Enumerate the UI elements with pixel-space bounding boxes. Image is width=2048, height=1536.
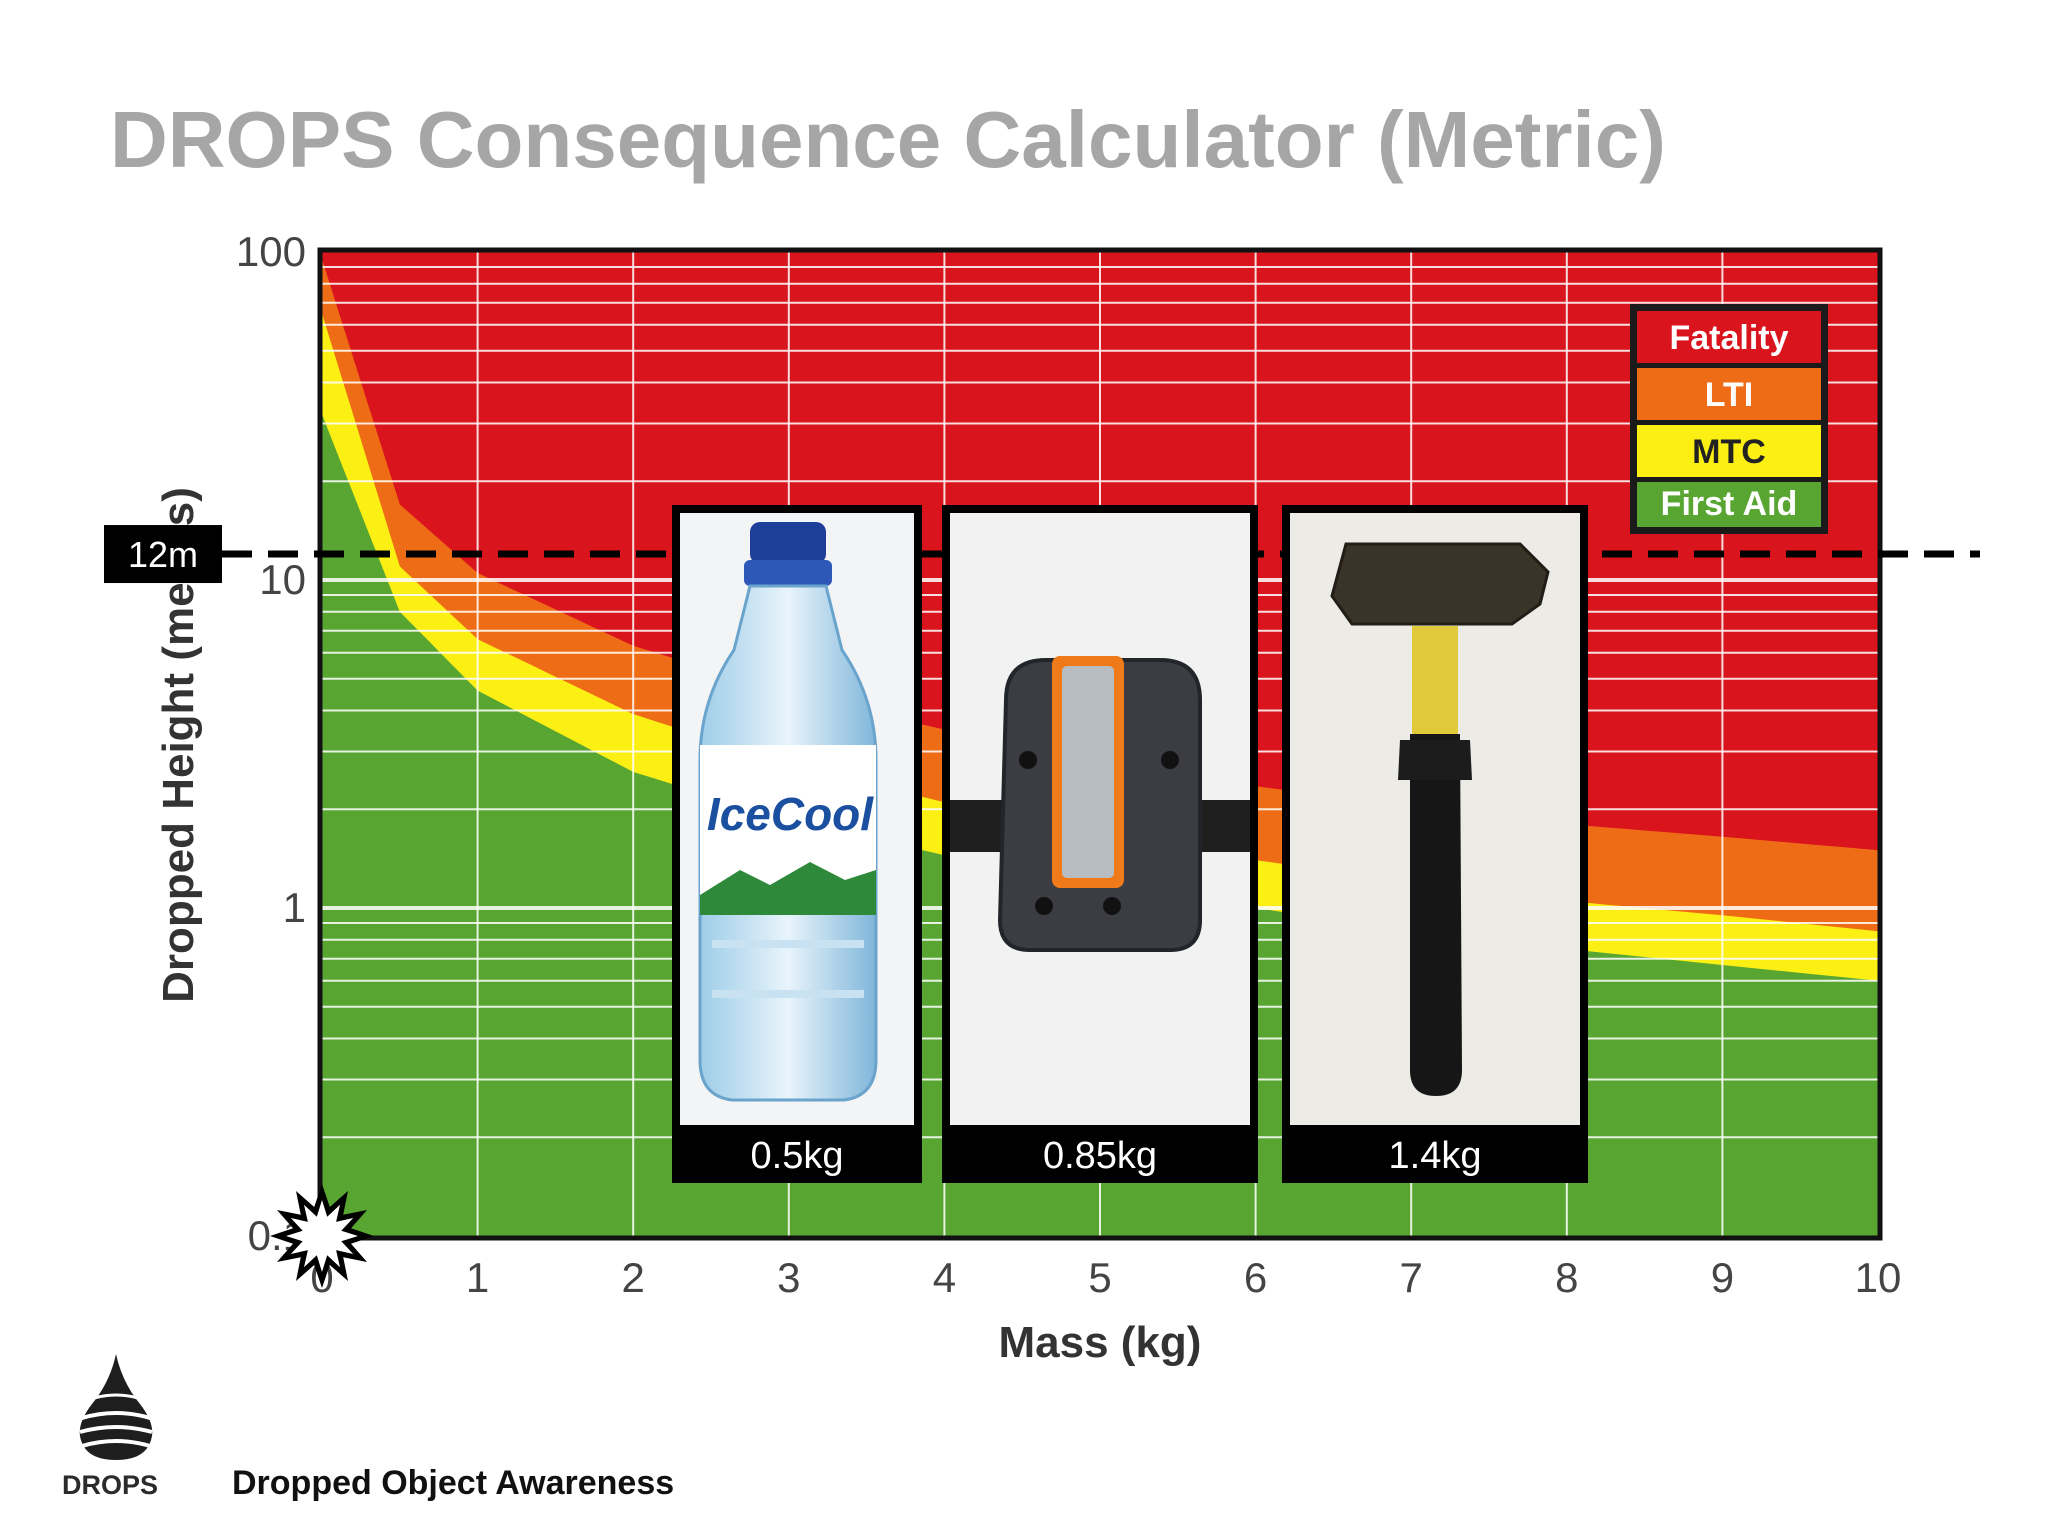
x-tick-label: 1 (466, 1254, 489, 1301)
photo-label-tool-pouch: 0.85kg (1043, 1135, 1157, 1177)
reference-label: 12m (128, 534, 198, 575)
legend-swatch-fatality (1637, 311, 1821, 363)
x-tick-label: 8 (1555, 1254, 1578, 1301)
x-tick-label: 9 (1711, 1254, 1734, 1301)
page-title: DROPS Consequence Calculator (Metric) (110, 95, 1666, 184)
legend-swatch-lti (1637, 368, 1821, 420)
plot-frame (317, 247, 1883, 1241)
photo-label-water-bottle: 0.5kg (751, 1135, 844, 1177)
y-tick-label: 10 (259, 556, 306, 603)
x-axis-ticks: 012345678910 (310, 1254, 1901, 1301)
x-tick-label: 5 (1088, 1254, 1111, 1301)
footer-tagline: Dropped Object Awareness (232, 1464, 675, 1502)
legend: Fatality LTI MTC First Aid (1630, 304, 1828, 534)
impact-burst-icon (270, 1184, 374, 1288)
y-tick-label: 100 (236, 228, 306, 275)
legend-label-mtc: MTC (1692, 433, 1766, 471)
legend-label-first-aid: First Aid (1661, 485, 1798, 523)
y-tick-label: 1 (283, 884, 306, 931)
y-axis-ticks: 1001010.1 (236, 228, 306, 1259)
tool-pouch-icon (950, 656, 1250, 952)
reference-label-box (104, 525, 222, 584)
photo-label-hammer: 1.4kg (1389, 1135, 1482, 1177)
x-tick-label: 2 (622, 1254, 645, 1301)
water-bottle-icon: IceCool (698, 522, 878, 1102)
photo-card-water-bottle: IceCool 0.5kg (672, 505, 922, 1183)
photo-card-tool-pouch: 0.85kg (942, 505, 1258, 1183)
legend-label-fatality: Fatality (1669, 319, 1788, 357)
x-tick-label: 6 (1244, 1254, 1267, 1301)
x-tick-label: 10 (1855, 1254, 1902, 1301)
x-tick-label: 4 (933, 1254, 956, 1301)
legend-label-lti: LTI (1705, 376, 1753, 414)
legend-swatch-mtc (1637, 425, 1821, 477)
footer-brand: DROPS (62, 1470, 159, 1500)
svg-text:IceCool: IceCool (707, 788, 874, 840)
drops-logo-icon (79, 1354, 153, 1460)
x-tick-label: 3 (777, 1254, 800, 1301)
x-axis-title: Mass (kg) (999, 1318, 1202, 1367)
hammer-icon (1330, 542, 1550, 1096)
x-tick-label: 7 (1400, 1254, 1423, 1301)
photo-card-hammer: 1.4kg (1282, 505, 1588, 1183)
legend-swatch-first-aid (1637, 482, 1821, 527)
